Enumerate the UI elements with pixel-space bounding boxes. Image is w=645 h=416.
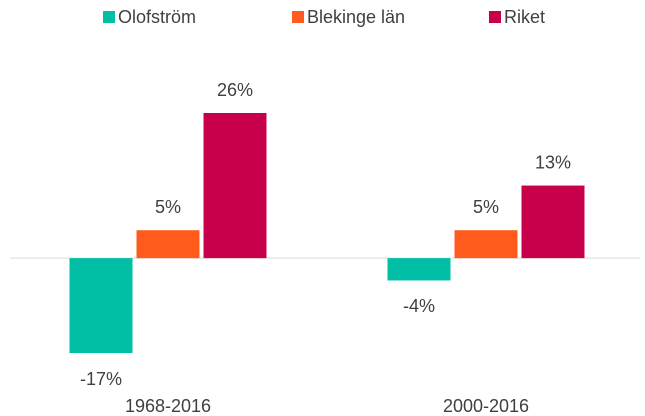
bar [69,258,133,353]
value-label: 5% [473,197,499,217]
value-label: 13% [535,152,571,172]
legend-swatch [103,11,115,23]
bar [203,113,267,259]
legend-label: Olofström [118,7,196,27]
value-label: -4% [403,296,435,316]
bar [521,185,585,259]
bar [136,230,200,259]
bar [454,230,518,259]
legend-label: Blekinge län [307,7,405,27]
x-tick-label: 1968-2016 [125,396,211,416]
value-label: 5% [155,197,181,217]
x-tick-label: 2000-2016 [443,396,529,416]
bar [387,258,451,281]
legend-swatch [292,11,304,23]
value-label: -17% [80,369,122,389]
legend-swatch [489,11,501,23]
value-label: 26% [217,80,253,100]
legend-label: Riket [504,7,545,27]
